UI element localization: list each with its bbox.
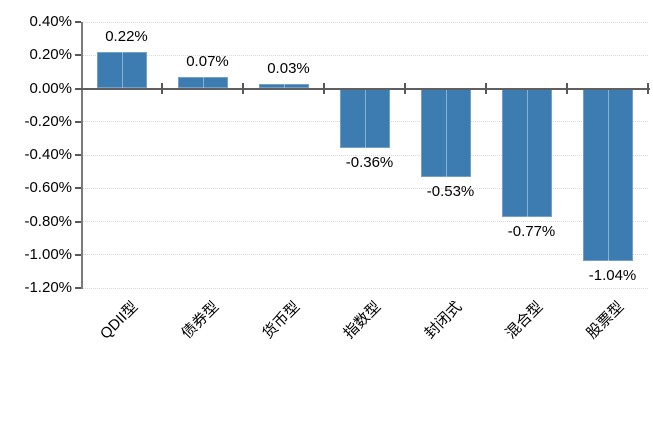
- gridline: [81, 221, 648, 222]
- y-axis-line: [81, 22, 83, 289]
- y-axis-label: 0.40%: [29, 13, 72, 30]
- bar: [96, 51, 147, 89]
- gridline: [81, 54, 648, 56]
- y-axis-tick: [75, 21, 81, 23]
- bar-value-label: 0.03%: [267, 59, 310, 77]
- y-axis-tick: [75, 87, 81, 90]
- y-axis-tick: [75, 287, 81, 289]
- bar-center-highlight: [364, 88, 366, 149]
- y-axis-label: -0.60%: [24, 179, 72, 197]
- bar-value-label: -0.53%: [426, 182, 475, 200]
- bar-center-highlight: [121, 51, 123, 89]
- x-axis-tick: [242, 82, 244, 94]
- bar-center-highlight: [283, 83, 285, 89]
- y-axis-tick: [75, 54, 81, 57]
- gridline: [81, 21, 648, 23]
- y-axis-label: 0.20%: [29, 46, 72, 64]
- bar: [339, 88, 390, 149]
- bar-value-label: 0.07%: [186, 52, 229, 70]
- bar: [501, 88, 552, 217]
- bar-center-highlight: [526, 88, 528, 217]
- x-axis-line: [81, 87, 650, 90]
- bar: [177, 76, 228, 89]
- y-axis-label: 0.00%: [29, 79, 72, 97]
- y-axis-label: -1.20%: [24, 279, 72, 296]
- x-axis-tick: [566, 82, 568, 94]
- bar-value-label: -0.77%: [507, 222, 556, 240]
- bar-center-highlight: [607, 88, 609, 262]
- gridline: [81, 187, 648, 189]
- y-axis-tick: [75, 154, 81, 156]
- x-axis-tick: [161, 82, 163, 94]
- x-axis-tick: [485, 82, 487, 94]
- bar: [420, 88, 471, 177]
- y-axis-tick: [75, 187, 81, 190]
- gridline: [81, 154, 648, 156]
- bar: [582, 88, 633, 262]
- bar-value-label: 0.22%: [105, 27, 148, 45]
- y-axis-label: -0.40%: [24, 146, 72, 163]
- y-axis-tick: [75, 120, 81, 123]
- x-axis-tick: [647, 82, 649, 94]
- x-axis-tick: [323, 82, 325, 94]
- gridline: [81, 287, 648, 289]
- y-axis-label: -1.00%: [24, 245, 72, 263]
- y-axis-tick: [75, 253, 81, 256]
- bar-value-label: -1.04%: [588, 267, 637, 285]
- gridline: [81, 254, 648, 256]
- bar-center-highlight: [202, 76, 204, 89]
- y-axis-tick: [75, 220, 81, 223]
- y-axis-label: -0.80%: [24, 212, 72, 230]
- x-axis-tick: [404, 82, 406, 94]
- bar-value-label: -0.36%: [345, 154, 394, 172]
- bar: [258, 83, 309, 89]
- bar-center-highlight: [445, 88, 447, 177]
- y-axis-label: -0.20%: [24, 112, 72, 130]
